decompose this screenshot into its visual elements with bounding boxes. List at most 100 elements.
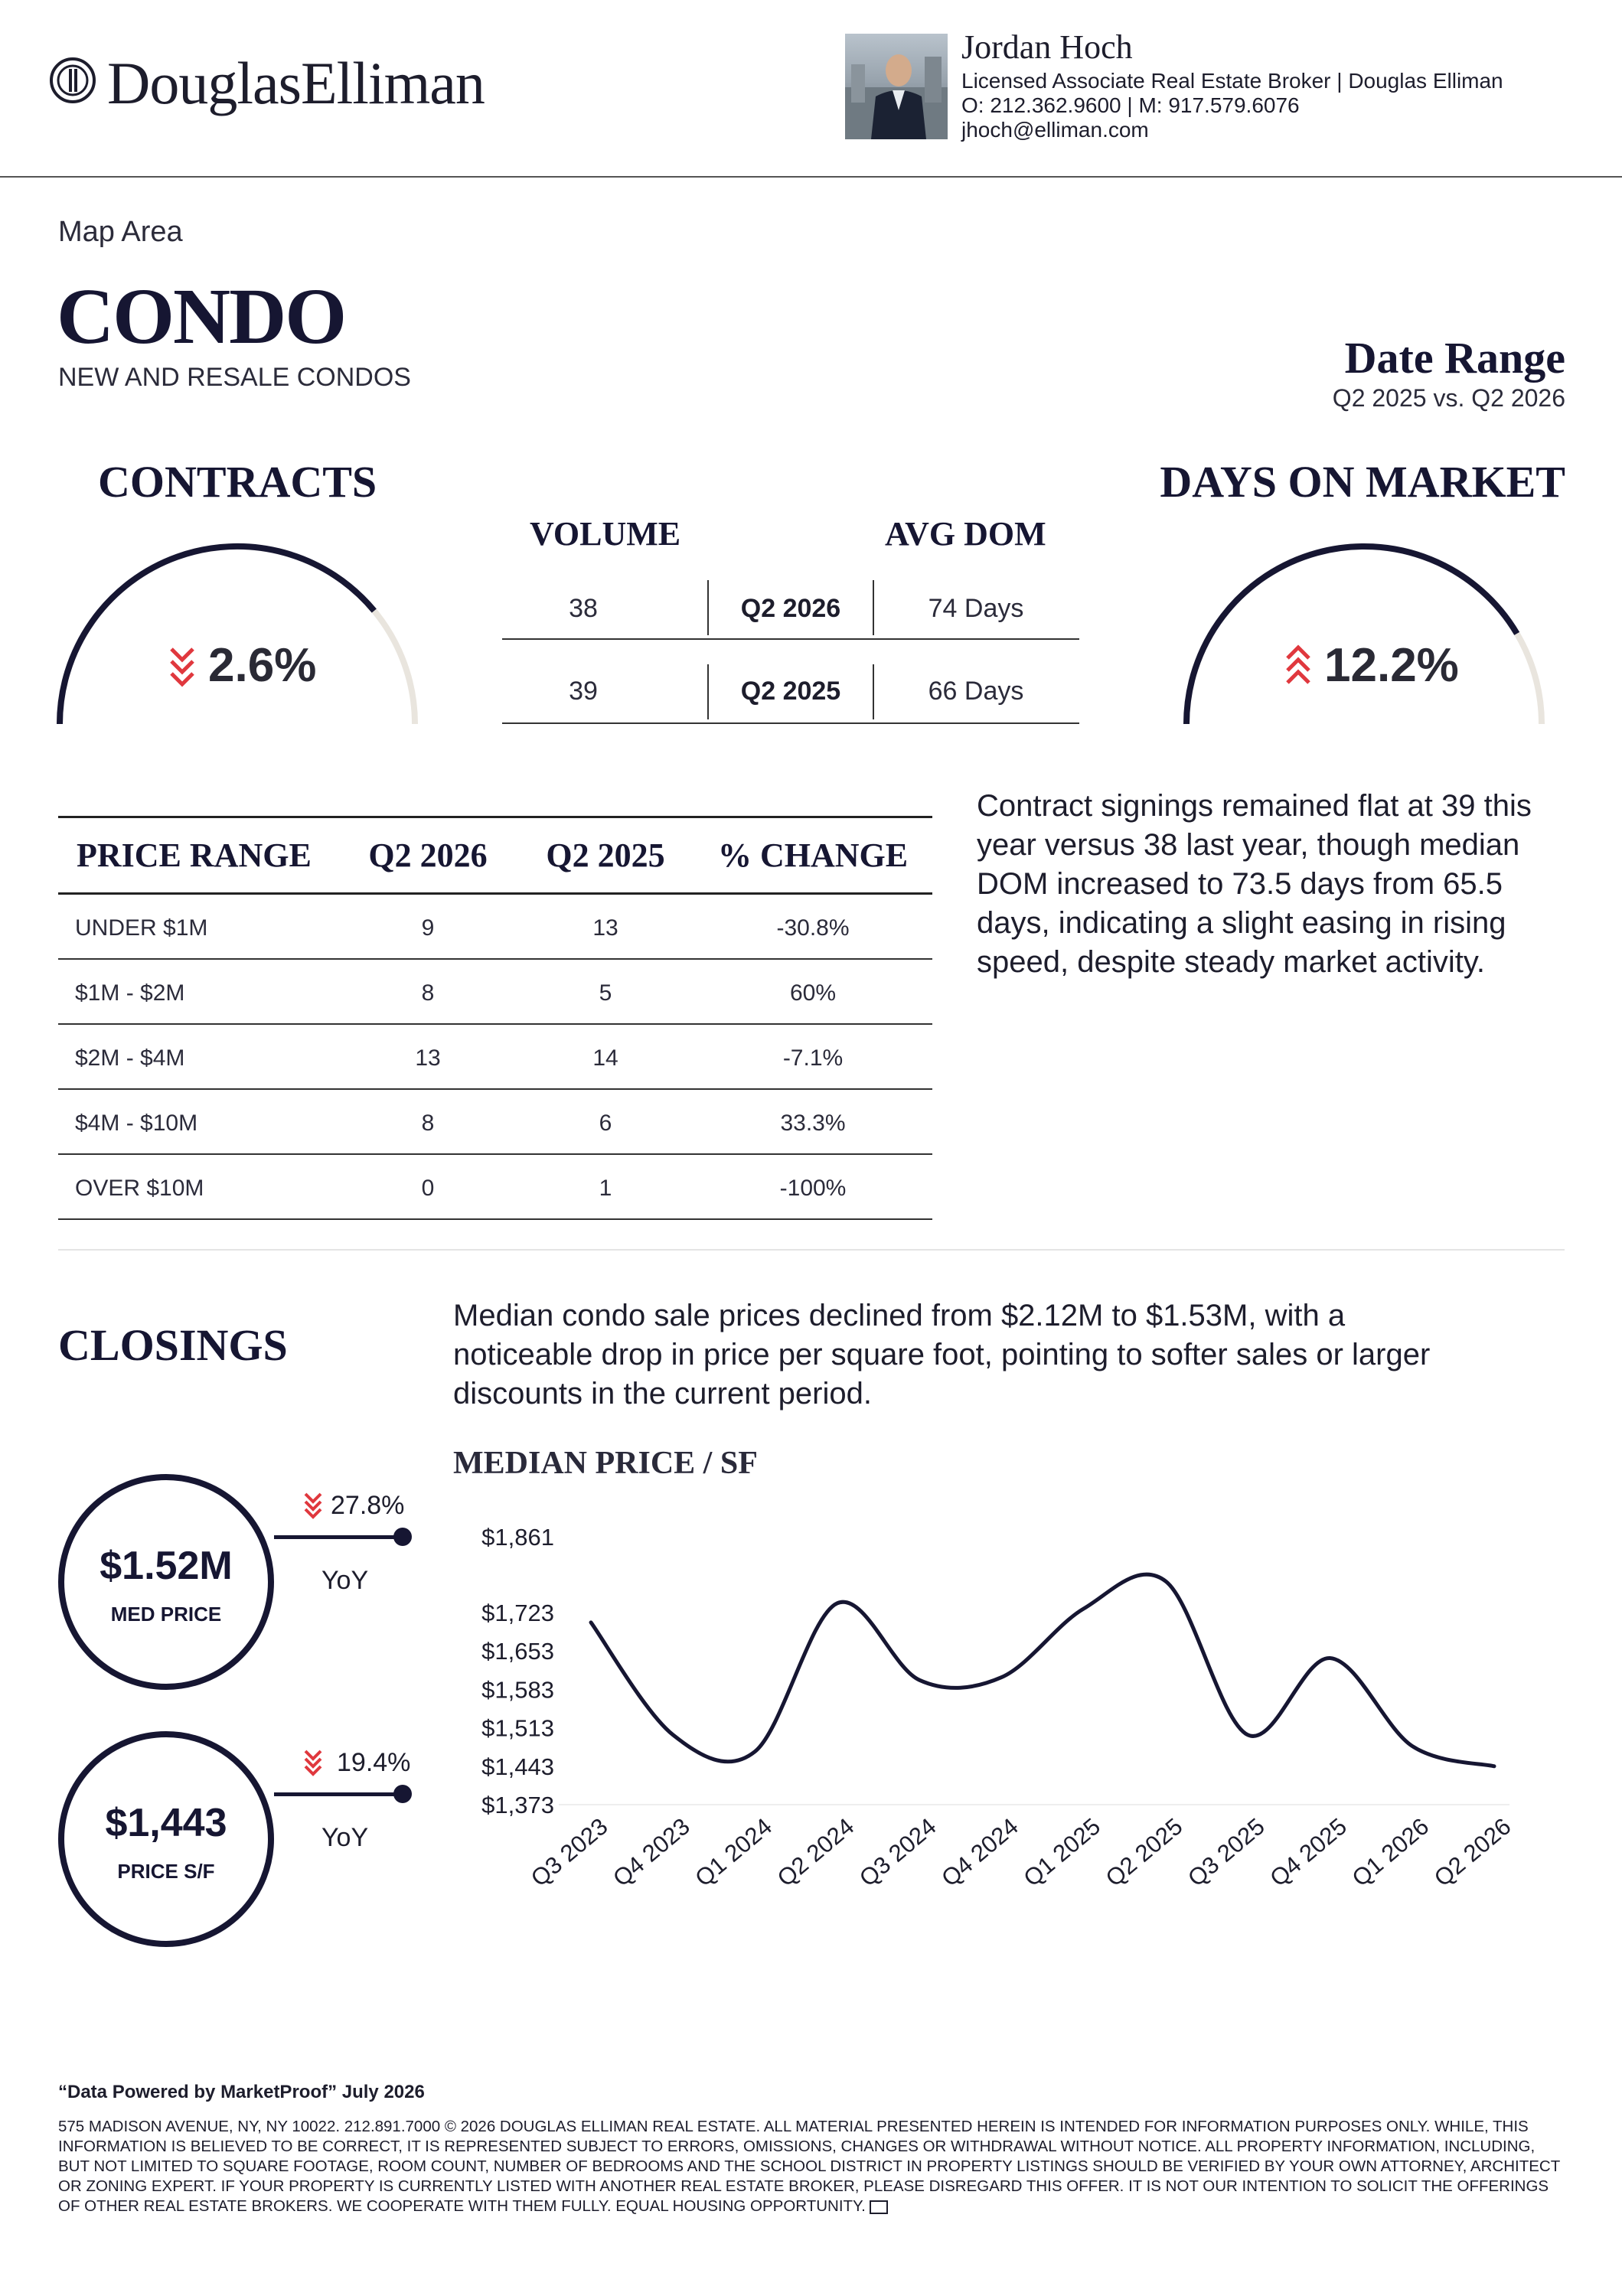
x-tick-label: Q3 2023 bbox=[526, 1813, 613, 1892]
price-sf-connector bbox=[274, 1792, 404, 1796]
price-q2-2026-cell: 0 bbox=[421, 1176, 435, 1201]
summary-divider bbox=[873, 664, 874, 719]
price-range-cell: $4M - $10M bbox=[75, 1110, 198, 1136]
price-sf-period: YoY bbox=[321, 1823, 369, 1852]
y-tick-label: $1,723 bbox=[481, 1600, 554, 1626]
header-divider bbox=[0, 176, 1622, 178]
summary-dom-q2-2026: 74 Days bbox=[928, 594, 1024, 623]
closings-heading: CLOSINGS bbox=[58, 1320, 288, 1370]
price-table-row-rule bbox=[58, 958, 932, 960]
price-table-row-rule bbox=[58, 1153, 932, 1155]
price-sf-change: 19.4% bbox=[337, 1748, 411, 1777]
avg-dom-header: AVG DOM bbox=[885, 515, 1046, 553]
page-subtitle: NEW AND RESALE CONDOS bbox=[58, 363, 411, 392]
price-q2-2026-cell: 9 bbox=[421, 915, 435, 941]
summary-volume-q2-2026: 38 bbox=[569, 594, 598, 623]
y-tick-label: $1,653 bbox=[481, 1638, 554, 1665]
med-price-value: $1.52M bbox=[100, 1544, 233, 1588]
legal-text: 575 Madison Avenue, NY, NY 10022. 212.89… bbox=[58, 2118, 1560, 2215]
summary-row-rule bbox=[502, 722, 1079, 724]
summary-volume-q2-2025: 39 bbox=[569, 677, 598, 706]
map-area-label: Map Area bbox=[58, 216, 183, 248]
price-table-header-rule bbox=[58, 892, 932, 895]
double-chevron-down-icon bbox=[304, 1750, 322, 1776]
x-tick-label: Q4 2024 bbox=[936, 1813, 1023, 1892]
price-q2-2025-cell: 6 bbox=[599, 1110, 612, 1136]
y-tick-label: $1,373 bbox=[481, 1792, 554, 1818]
summary-dom-q2-2025: 66 Days bbox=[928, 677, 1024, 706]
agent-phones: O: 212.362.9600 | M: 917.579.6076 bbox=[961, 93, 1300, 117]
price-range-cell: UNDER $1M bbox=[75, 915, 208, 941]
contracts-change: 2.6% bbox=[208, 639, 317, 692]
date-range-label: Date Range bbox=[1344, 333, 1565, 383]
price-change-cell: 33.3% bbox=[780, 1110, 846, 1136]
x-tick-label: Q2 2026 bbox=[1429, 1813, 1516, 1892]
summary-divider bbox=[707, 664, 709, 719]
closings-commentary: Median condo sale prices declined from $… bbox=[453, 1299, 1431, 1411]
chart-title: MEDIAN PRICE / SF bbox=[453, 1446, 758, 1481]
data-source: “Data Powered by MarketProof” July 2026 bbox=[58, 2082, 425, 2102]
x-tick-label: Q1 2025 bbox=[1019, 1813, 1106, 1892]
summary-divider bbox=[873, 580, 874, 635]
med-price-circle: $1.52M MED PRICE bbox=[58, 1474, 274, 1690]
price-change-cell: 60% bbox=[789, 980, 837, 1006]
page-title: CONDO bbox=[57, 272, 347, 360]
double-chevron-down-icon bbox=[304, 1492, 322, 1519]
dom-heading: DAYS ON MARKET bbox=[1160, 457, 1565, 507]
price-q2-2025-cell: 14 bbox=[592, 1045, 618, 1071]
price-q2-2026-cell: 8 bbox=[421, 980, 435, 1006]
x-tick-label: Q1 2026 bbox=[1347, 1813, 1434, 1892]
y-tick-label: $1,583 bbox=[481, 1676, 554, 1703]
price-range-cell: $1M - $2M bbox=[75, 980, 185, 1006]
med-price-connector-dot bbox=[393, 1528, 412, 1546]
contracts-gauge-fill bbox=[57, 543, 377, 725]
price-q2-2025-cell: 5 bbox=[599, 980, 612, 1006]
brand-logo: DouglasElliman bbox=[107, 50, 485, 116]
agent-email[interactable]: jhoch@elliman.com bbox=[961, 118, 1149, 142]
price-table-header-q2-2025: Q2 2025 bbox=[546, 837, 665, 874]
med-price-period: YoY bbox=[321, 1566, 369, 1595]
price-change-cell: -30.8% bbox=[776, 915, 850, 941]
agent-name: Jordan Hoch bbox=[961, 28, 1133, 66]
agent-title: Licensed Associate Real Estate Broker | … bbox=[961, 69, 1503, 93]
price-q2-2025-cell: 13 bbox=[592, 915, 618, 941]
volume-header: VOLUME bbox=[530, 515, 681, 553]
median-price-sf-chart: $1,861 $1,723 $1,653 $1,583 $1,513 $1,443 $1,3… bbox=[481, 1524, 1516, 1892]
price-q2-2026-cell: 13 bbox=[415, 1045, 441, 1071]
series-points bbox=[591, 1581, 1494, 1766]
price-table-header-range: PRICE RANGE bbox=[77, 837, 312, 874]
x-tick-label: Q4 2023 bbox=[608, 1813, 695, 1892]
price-table-header-q2-2026: Q2 2026 bbox=[368, 837, 488, 874]
price-sf-label: PRICE S/F bbox=[117, 1860, 215, 1883]
dom-gauge-track bbox=[1183, 543, 1545, 725]
section-divider bbox=[58, 1249, 1565, 1251]
price-table-top-rule bbox=[58, 816, 932, 818]
price-q2-2026-cell: 8 bbox=[421, 1110, 435, 1136]
price-change-cell: -100% bbox=[779, 1176, 847, 1201]
contracts-heading: CONTRACTS bbox=[98, 457, 377, 507]
double-chevron-down-icon bbox=[170, 647, 194, 687]
agent-portrait-icon bbox=[845, 54, 948, 139]
price-table-header-change: % CHANGE bbox=[717, 837, 909, 874]
contracts-gauge-track bbox=[57, 543, 418, 725]
y-tick-label: $1,443 bbox=[481, 1753, 554, 1780]
contracts-commentary: Contract signings remained flat at 39 th… bbox=[977, 789, 1532, 979]
summary-period-q2-2025: Q2 2025 bbox=[740, 677, 841, 706]
price-q2-2025-cell: 1 bbox=[599, 1176, 612, 1201]
equal-housing-icon bbox=[870, 2200, 889, 2214]
y-tick-label: $1,513 bbox=[481, 1715, 554, 1742]
y-axis-labels: $1,861 $1,723 $1,653 $1,583 $1,513 $1,443 $1,3… bbox=[481, 1524, 554, 1818]
logo-mark-icon bbox=[50, 57, 96, 103]
dom-change: 12.2% bbox=[1324, 639, 1459, 692]
dom-gauge bbox=[1183, 543, 1545, 725]
legal-disclaimer: 575 Madison Avenue, NY, NY 10022. 212.89… bbox=[58, 2117, 1566, 2216]
double-chevron-up-icon bbox=[1286, 644, 1310, 684]
price-range-cell: OVER $10M bbox=[75, 1176, 204, 1201]
dom-gauge-fill bbox=[1183, 543, 1520, 725]
x-tick-label: Q1 2024 bbox=[690, 1813, 777, 1892]
price-sf-connector-dot bbox=[393, 1785, 412, 1803]
x-tick-label: Q3 2024 bbox=[854, 1813, 942, 1892]
x-tick-label: Q3 2025 bbox=[1183, 1813, 1270, 1892]
price-sf-circle: $1,443 PRICE S/F bbox=[58, 1731, 274, 1947]
